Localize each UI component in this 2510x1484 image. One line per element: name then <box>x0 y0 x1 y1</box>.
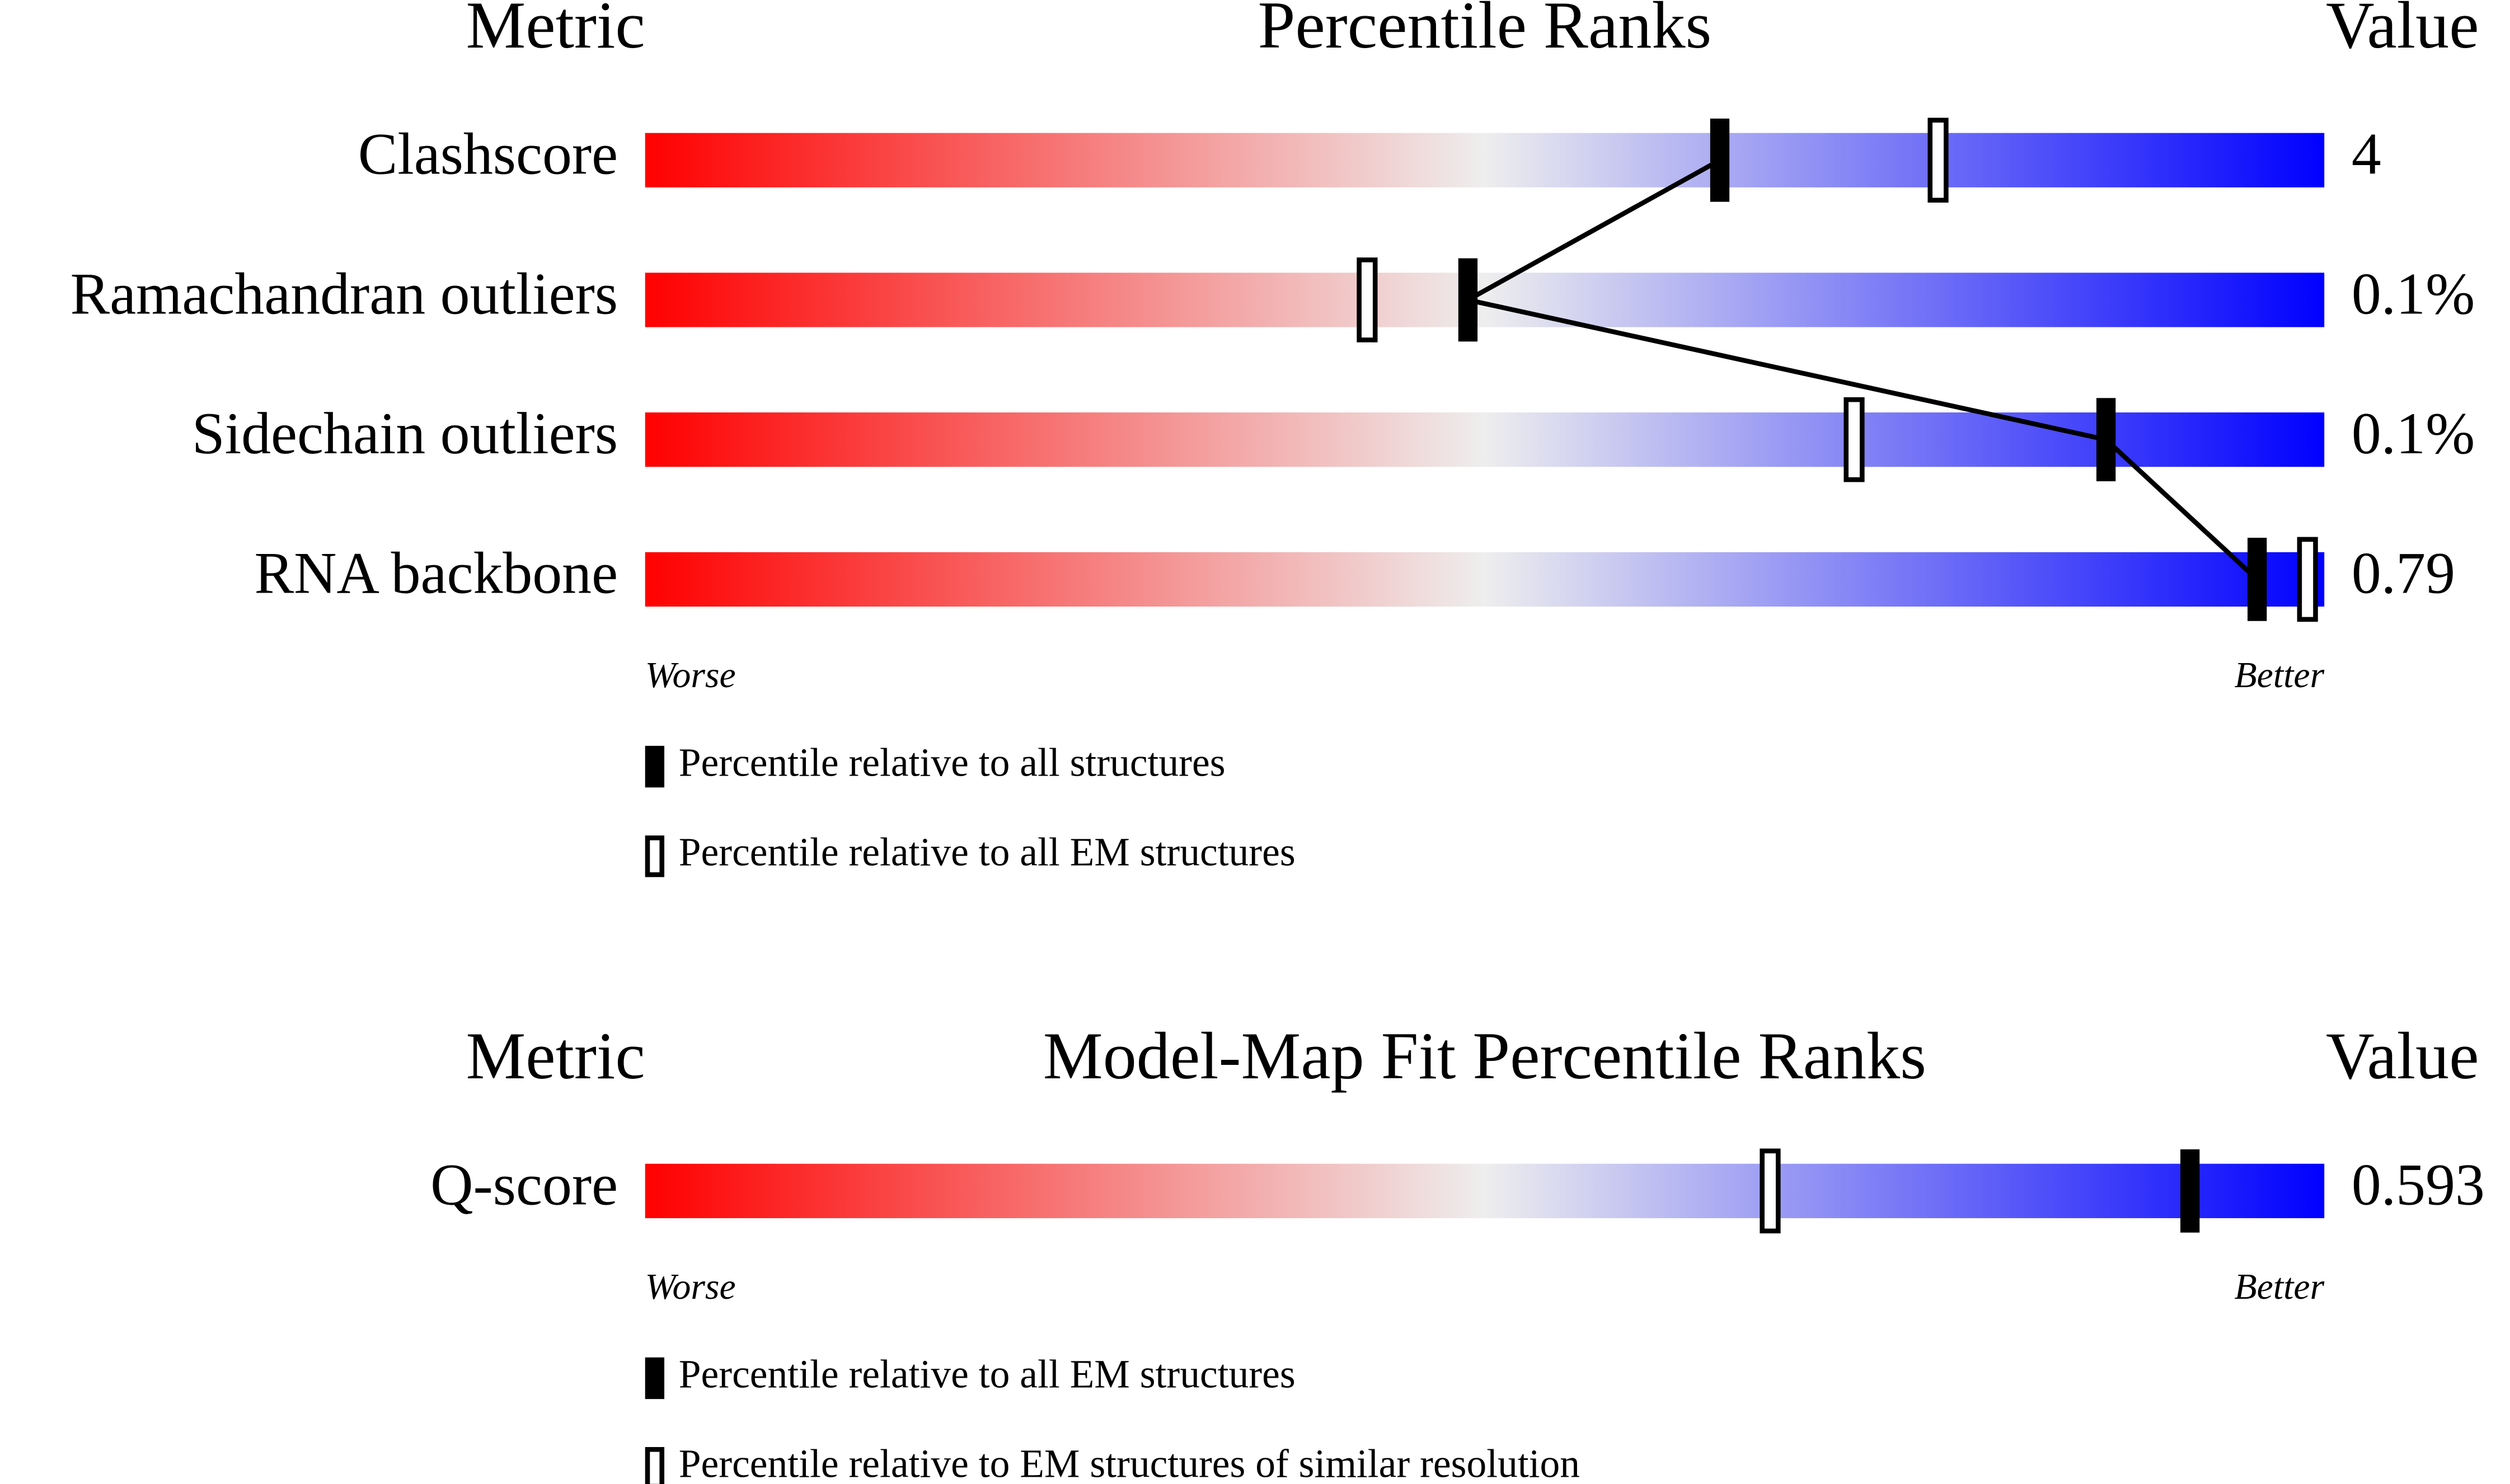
header-value: Value <box>2326 1018 2479 1093</box>
slider-bar <box>645 273 2325 327</box>
subset-marker <box>1760 1148 1781 1234</box>
metric-label: RNA backbone <box>255 541 618 606</box>
better-label: Better <box>2234 655 2324 696</box>
legend-subset-text: Percentile relative to EM structures of … <box>679 1442 1580 1484</box>
metric-value: 0.1% <box>2352 401 2475 466</box>
connector-line <box>1461 158 2259 581</box>
legend-subset-marker <box>645 835 665 877</box>
worse-label: Worse <box>645 1266 736 1307</box>
legend-all-marker <box>645 1357 665 1400</box>
metric-label: Q-score <box>430 1152 618 1218</box>
all-marker <box>2180 1149 2200 1233</box>
metric-label: Sidechain outliers <box>192 401 618 466</box>
metric-value: 0.79 <box>2352 541 2455 606</box>
metric-value: 0.593 <box>2352 1152 2485 1218</box>
header-title: Percentile Ranks <box>1258 0 1712 62</box>
subset-marker <box>1843 397 1865 482</box>
header-title: Model-Map Fit Percentile Ranks <box>1043 1018 1926 1093</box>
header-metric: Metric <box>466 1018 645 1093</box>
legend-all-marker <box>645 745 665 788</box>
metric-label: Ramachandran outliers <box>71 261 618 326</box>
slider-bar <box>645 552 2325 607</box>
subset-marker <box>1927 118 1949 203</box>
metric-value: 4 <box>2352 121 2381 187</box>
legend-all-text: Percentile relative to all EM structures <box>679 1352 1296 1396</box>
all-marker <box>1710 118 1730 202</box>
worse-label: Worse <box>645 655 736 696</box>
header-value: Value <box>2326 0 2479 62</box>
slider-bar <box>645 412 2325 467</box>
subset-marker <box>1357 257 1378 342</box>
legend-all-text: Percentile relative to all structures <box>679 740 1226 785</box>
slider-bar <box>645 1163 2325 1218</box>
subset-marker <box>2297 537 2318 622</box>
legend-subset-marker <box>645 1447 665 1484</box>
legend-subset-text: Percentile relative to all EM structures <box>679 830 1296 875</box>
metric-label: Clashscore <box>358 121 618 187</box>
metric-value: 0.1% <box>2352 261 2475 326</box>
header-metric: Metric <box>466 0 645 62</box>
better-label: Better <box>2234 1266 2324 1307</box>
slider-bar <box>645 133 2325 187</box>
